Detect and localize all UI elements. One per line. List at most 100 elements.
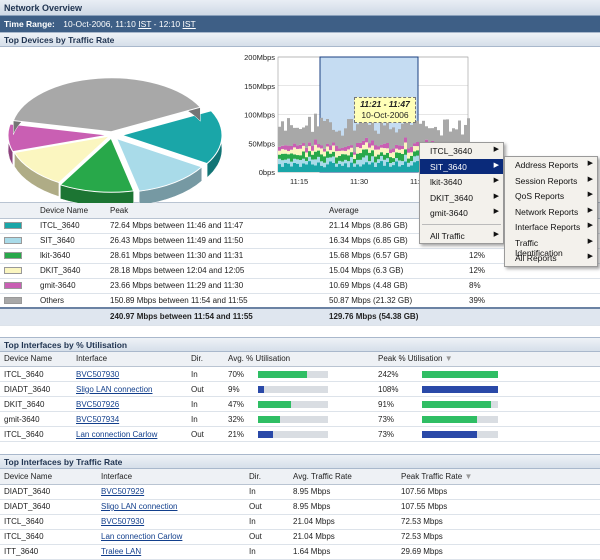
avg-rate-value: 21.04 Mbps (289, 514, 397, 530)
area-segment (311, 131, 314, 146)
area-segment (308, 116, 311, 143)
legend-swatch (4, 237, 22, 245)
interface-link[interactable]: Lan connection Carlow (76, 429, 158, 439)
area-segment (365, 142, 368, 150)
col-interface[interactable]: Interface (72, 351, 187, 367)
area-segment (374, 149, 377, 157)
col-device-name[interactable]: Device Name (36, 203, 106, 219)
area-segment (308, 161, 311, 172)
area-segment (314, 144, 317, 152)
table-row: DKIT_3640 BVC507926 In 47% 91% (0, 396, 600, 412)
col-device[interactable]: Device Name (0, 469, 97, 485)
pie-slice[interactable] (7, 123, 109, 153)
col-interface[interactable]: Interface (97, 469, 245, 485)
tz-link-2[interactable]: IST (182, 19, 196, 29)
pie-chart[interactable] (0, 47, 225, 203)
area-segment (311, 159, 314, 165)
device-name[interactable]: gmit-3640 (36, 278, 106, 294)
menu-item-report[interactable]: Network Reports ▶ (515, 206, 593, 217)
sort-desc-icon: ▼ (464, 471, 473, 481)
interface-link[interactable]: BVC507926 (76, 399, 120, 409)
col-dir[interactable]: Dir. (245, 469, 289, 485)
table-row: lkit-3640 28.61 Mbps between 11:30 and 11… (0, 248, 600, 264)
area-segment (410, 165, 413, 172)
area-segment (353, 158, 356, 164)
col-avg-util[interactable]: Avg. % Utilisation (224, 351, 374, 367)
menu-item-device[interactable]: ITCL_3640 ▶ (430, 146, 499, 156)
col-peak-rate[interactable]: Peak Traffic Rate ▼ (397, 469, 600, 485)
col-avg-rate[interactable]: Avg. Traffic Rate (289, 469, 397, 485)
menu-item-report[interactable]: QoS Reports ▶ (515, 191, 593, 201)
area-segment (407, 158, 410, 163)
area-segment (377, 149, 380, 155)
area-segment (359, 153, 362, 160)
area-segment (293, 154, 296, 159)
area-segment (377, 159, 380, 163)
menu-item-report[interactable]: Traffic Identification ▶ (515, 237, 593, 258)
menu-item-report[interactable]: Session Reports ▶ (515, 175, 593, 186)
menu-item-report[interactable]: All Reports ▶ (515, 253, 593, 263)
area-segment (332, 162, 335, 172)
interface-link[interactable]: Sligo LAN connection (76, 384, 153, 394)
pie-slice[interactable] (12, 77, 202, 133)
area-segment (398, 129, 401, 146)
col-device[interactable]: Device Name (0, 351, 72, 367)
area-segment (290, 166, 293, 172)
area-segment (374, 166, 377, 172)
device-name[interactable]: lkit-3640 (36, 248, 106, 264)
interface-link[interactable]: BVC507930 (101, 517, 145, 526)
legend-swatch (4, 222, 22, 230)
direction: In (187, 396, 224, 412)
area-segment (308, 142, 311, 147)
col-peak-util[interactable]: Peak % Utilisation ▼ (374, 351, 600, 367)
pie-slice[interactable] (120, 110, 223, 165)
interface-link[interactable]: Lan connection Carlow (101, 532, 183, 541)
interface-link[interactable]: Tralee LAN (101, 547, 142, 556)
device-name[interactable]: SIT_3640 (36, 233, 106, 249)
col-peak[interactable]: Peak (106, 203, 325, 219)
area-segment (296, 148, 299, 156)
device-name[interactable]: ITCL_3640 (36, 218, 106, 234)
pie-slice[interactable] (59, 137, 135, 193)
pie-slice[interactable] (115, 137, 203, 192)
peak-util-bar (422, 400, 498, 408)
device-name[interactable]: Others (36, 293, 106, 309)
menu-item-report[interactable]: Address Reports ▶ (515, 160, 593, 170)
area-segment (281, 149, 284, 154)
area-segment (284, 130, 287, 146)
interface-link[interactable]: BVC507930 (76, 369, 120, 379)
pie-slice[interactable] (13, 135, 112, 184)
area-segment (383, 165, 386, 172)
area-segment (284, 153, 287, 160)
table-row: ITCL_3640 Lan connection Carlow Out 21% 73% (0, 426, 600, 442)
y-tick-label: 100Mbps (244, 111, 275, 120)
menu-item-report[interactable]: Interface Reports ▶ (515, 222, 593, 232)
menu-item-device[interactable]: lkit-3640 ▶ (430, 177, 499, 187)
col-dir[interactable]: Dir. (187, 351, 224, 367)
device-name[interactable]: DKIT_3640 (36, 263, 106, 279)
area-segment (425, 139, 428, 144)
area-segment (371, 140, 374, 146)
area-segment (278, 150, 281, 155)
y-tick-label: 150Mbps (244, 82, 275, 91)
menu-item-device[interactable]: SIT_3640 ▶ (420, 158, 503, 174)
area-segment (338, 164, 341, 172)
menu-item-device[interactable]: DKIT_3640 ▶ (430, 192, 499, 203)
menu-item-all-traffic[interactable]: All Traffic ▶ (430, 230, 499, 241)
area-segment (368, 147, 371, 153)
area-segment (413, 156, 416, 163)
peak-value: 72.64 Mbps between 11:46 and 11:47 (106, 218, 325, 234)
interface-link[interactable]: BVC507929 (101, 487, 145, 496)
area-segment (293, 162, 296, 172)
area-segment (329, 161, 332, 172)
total-peak: 240.97 Mbps between 11:54 and 11:55 (106, 307, 325, 326)
area-segment (320, 154, 323, 162)
interface-link[interactable]: BVC507934 (76, 414, 120, 424)
tz-link[interactable]: IST (138, 19, 152, 29)
avg-util-value: 32% (228, 414, 245, 424)
interface-link[interactable]: Sligo LAN connection (101, 502, 178, 511)
area-segment (293, 147, 296, 155)
area-segment (287, 151, 290, 155)
area-segment (368, 164, 371, 172)
menu-item-device[interactable]: gmit-3640 ▶ (430, 208, 499, 218)
